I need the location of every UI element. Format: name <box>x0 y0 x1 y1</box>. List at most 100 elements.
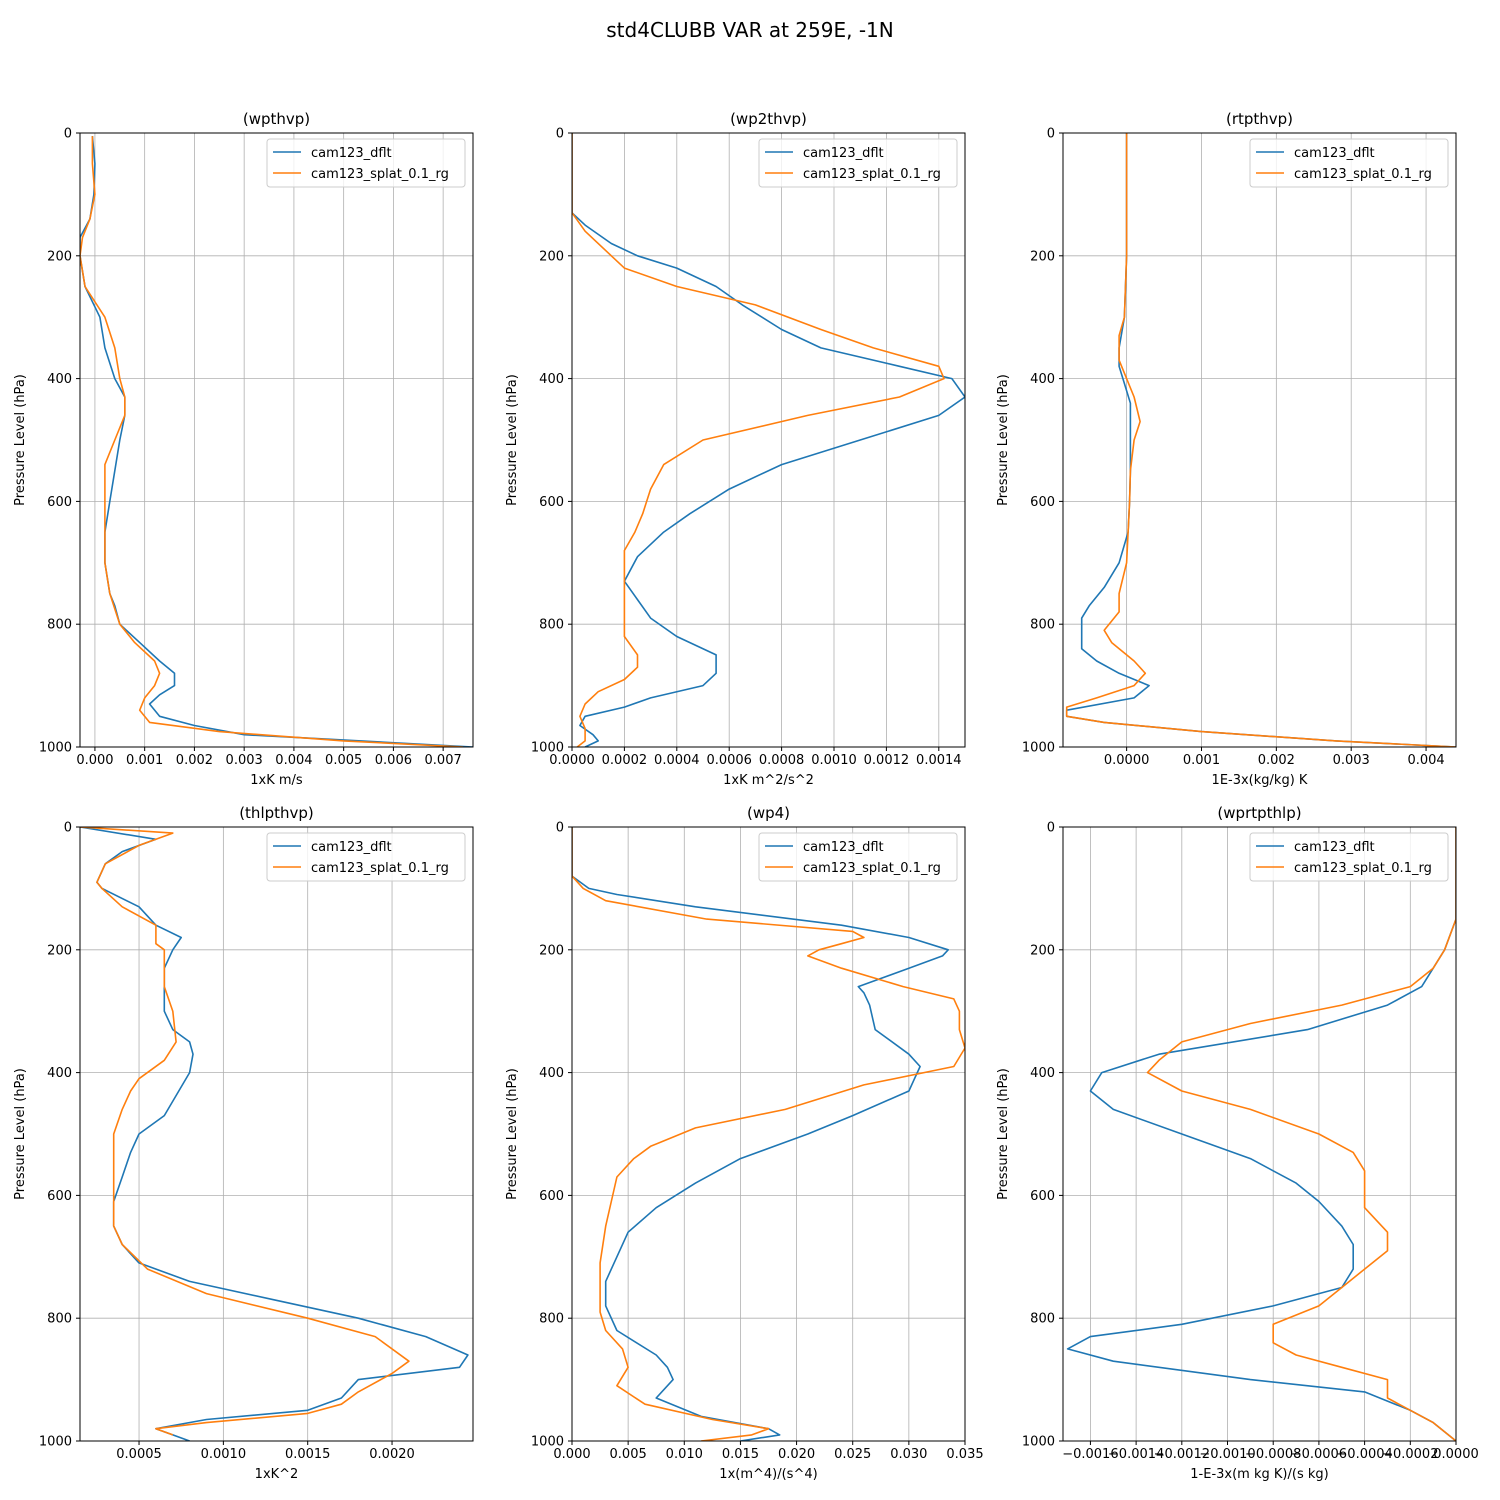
legend-box <box>758 138 958 188</box>
x-tick-label: 0.004 <box>1407 753 1444 768</box>
legend-label: cam123_splat_0.1_rg <box>311 167 449 182</box>
x-tick-label: 0.0014 <box>916 753 962 768</box>
legend-label: cam123_dflt <box>311 840 392 855</box>
x-tick-label: 0.0000 <box>1433 1447 1479 1462</box>
x-tick-label: 0.0010 <box>811 753 857 768</box>
series-line-cam123_splat_0.1_rg <box>572 827 965 1441</box>
x-tick-label: 0.010 <box>666 1447 703 1462</box>
x-tick-label: 0.030 <box>890 1447 927 1462</box>
figure-title: std4CLUBB VAR at 259E, -1N <box>606 18 893 42</box>
y-tick-label: 600 <box>47 1189 72 1204</box>
series-line-cam123_dflt <box>572 133 965 747</box>
legend-label: cam123_dflt <box>1294 146 1375 161</box>
series-line-cam123_splat_0.1_rg <box>1146 827 1456 1441</box>
x-tick-label: −0.0014 <box>1108 1447 1164 1462</box>
y-tick-label: 800 <box>539 618 564 633</box>
legend-label: cam123_splat_0.1_rg <box>311 861 449 876</box>
y-tick-label: 0 <box>64 127 72 142</box>
y-tick-label: 1000 <box>531 741 564 756</box>
x-axis-label: 1xK m/s <box>250 773 303 788</box>
panel-title: (wpthvp) <box>243 110 310 128</box>
legend: cam123_dflt cam123_splat_0.1_rg <box>1249 832 1449 882</box>
x-axis-label: 1E-3x(kg/kg) K <box>1212 773 1308 788</box>
series-line-cam123_splat_0.1_rg <box>80 136 464 747</box>
y-tick-label: 600 <box>1030 1189 1055 1204</box>
plot-frame <box>571 132 966 748</box>
legend: cam123_dflt cam123_splat_0.1_rg <box>1249 138 1449 188</box>
y-axis-label: Pressure Level (hPa) <box>505 374 520 506</box>
panel-title: (thlpthvp) <box>239 804 314 822</box>
x-tick-label: 0.003 <box>226 753 263 768</box>
legend: cam123_dflt cam123_splat_0.1_rg <box>758 832 958 882</box>
x-tick-label: −0.0008 <box>1245 1447 1301 1462</box>
plot-frame <box>1062 132 1457 748</box>
y-axis-label: Pressure Level (hPa) <box>505 1068 520 1200</box>
legend-label: cam123_dflt <box>1294 840 1375 855</box>
plot-frame <box>79 132 474 748</box>
x-tick-label: 0.0002 <box>602 753 648 768</box>
y-tick-label: 1000 <box>531 1435 564 1450</box>
x-tick-label: 0.000 <box>76 753 113 768</box>
chart-panel-4: 0.0005 0.0010 0.0015 0.0020 0 200 400 600 800 100… <box>13 804 474 1482</box>
panel-title: (rtpthvp) <box>1226 110 1293 128</box>
y-tick-label: 0 <box>556 821 564 836</box>
plot-frame <box>1062 826 1457 1442</box>
chart-panel-3: 0.0000 0.001 0.002 0.003 0.004 0 200 400 600 800 1… <box>996 110 1457 788</box>
y-axis-label: Pressure Level (hPa) <box>996 1068 1011 1200</box>
chart-panel-1: 0.000 0.001 0.002 0.003 0.004 0.005 0.006 0.007… <box>13 110 474 788</box>
x-axis-label: 1x(m^4)/(s^4) <box>719 1467 817 1482</box>
y-tick-label: 0 <box>64 821 72 836</box>
legend-label: cam123_splat_0.1_rg <box>1294 167 1432 182</box>
legend-label: cam123_splat_0.1_rg <box>803 167 941 182</box>
x-tick-label: 0.0008 <box>759 753 805 768</box>
y-tick-label: 1000 <box>39 1435 72 1450</box>
y-tick-label: 800 <box>1030 618 1055 633</box>
panel-title: (wp2thvp) <box>730 110 807 128</box>
x-tick-label: 0.0000 <box>1104 753 1150 768</box>
series-line-cam123_splat_0.1_rg <box>572 133 945 747</box>
y-axis-label: Pressure Level (hPa) <box>996 374 1011 506</box>
y-tick-label: 0 <box>1047 821 1055 836</box>
x-axis-label: 1xK^2 <box>255 1467 299 1482</box>
x-tick-label: −0.0002 <box>1382 1447 1438 1462</box>
y-tick-label: 600 <box>47 495 72 510</box>
legend-label: cam123_dflt <box>803 840 884 855</box>
x-tick-label: 0.000 <box>553 1447 590 1462</box>
chart-panel-5: 0.000 0.005 0.010 0.015 0.020 0.025 0.030 0.035… <box>505 804 984 1482</box>
x-tick-label: 0.0005 <box>116 1447 162 1462</box>
x-tick-label: 0.001 <box>1183 753 1220 768</box>
x-tick-label: 0.003 <box>1333 753 1370 768</box>
x-tick-label: 0.0004 <box>654 753 700 768</box>
x-tick-label: 0.007 <box>425 753 462 768</box>
x-tick-label: −0.0004 <box>1336 1447 1392 1462</box>
panel-title: (wp4) <box>747 804 790 822</box>
panels: 0.000 0.001 0.002 0.003 0.004 0.005 0.006 0.007… <box>13 110 1479 1482</box>
y-axis-label: Pressure Level (hPa) <box>13 1068 28 1200</box>
plot-frame <box>79 826 474 1442</box>
series-line-cam123_dflt <box>80 136 473 747</box>
x-axis-label: 1-E-3x(m kg K)/(s kg) <box>1190 1467 1328 1482</box>
y-tick-label: 1000 <box>1022 741 1055 756</box>
legend-box <box>266 138 466 188</box>
y-tick-label: 400 <box>1030 1066 1055 1081</box>
x-tick-label: −0.0010 <box>1199 1447 1255 1462</box>
y-tick-label: 0 <box>1047 127 1055 142</box>
y-tick-label: 600 <box>539 1189 564 1204</box>
legend: cam123_dflt cam123_splat_0.1_rg <box>266 832 466 882</box>
x-tick-label: 0.002 <box>176 753 213 768</box>
series-line-cam123_dflt <box>80 827 469 1441</box>
x-tick-label: 0.002 <box>1258 753 1295 768</box>
y-tick-label: 200 <box>47 943 72 958</box>
y-tick-label: 200 <box>47 249 72 264</box>
legend-label: cam123_dflt <box>803 146 884 161</box>
x-tick-label: 0.020 <box>778 1447 815 1462</box>
x-tick-label: 0.001 <box>126 753 163 768</box>
x-tick-label: 0.005 <box>325 753 362 768</box>
y-axis-label: Pressure Level (hPa) <box>13 374 28 506</box>
legend-label: cam123_splat_0.1_rg <box>803 861 941 876</box>
series-line-cam123_dflt <box>1066 827 1456 1441</box>
x-tick-label: 0.035 <box>946 1447 983 1462</box>
legend-label: cam123_dflt <box>311 146 392 161</box>
